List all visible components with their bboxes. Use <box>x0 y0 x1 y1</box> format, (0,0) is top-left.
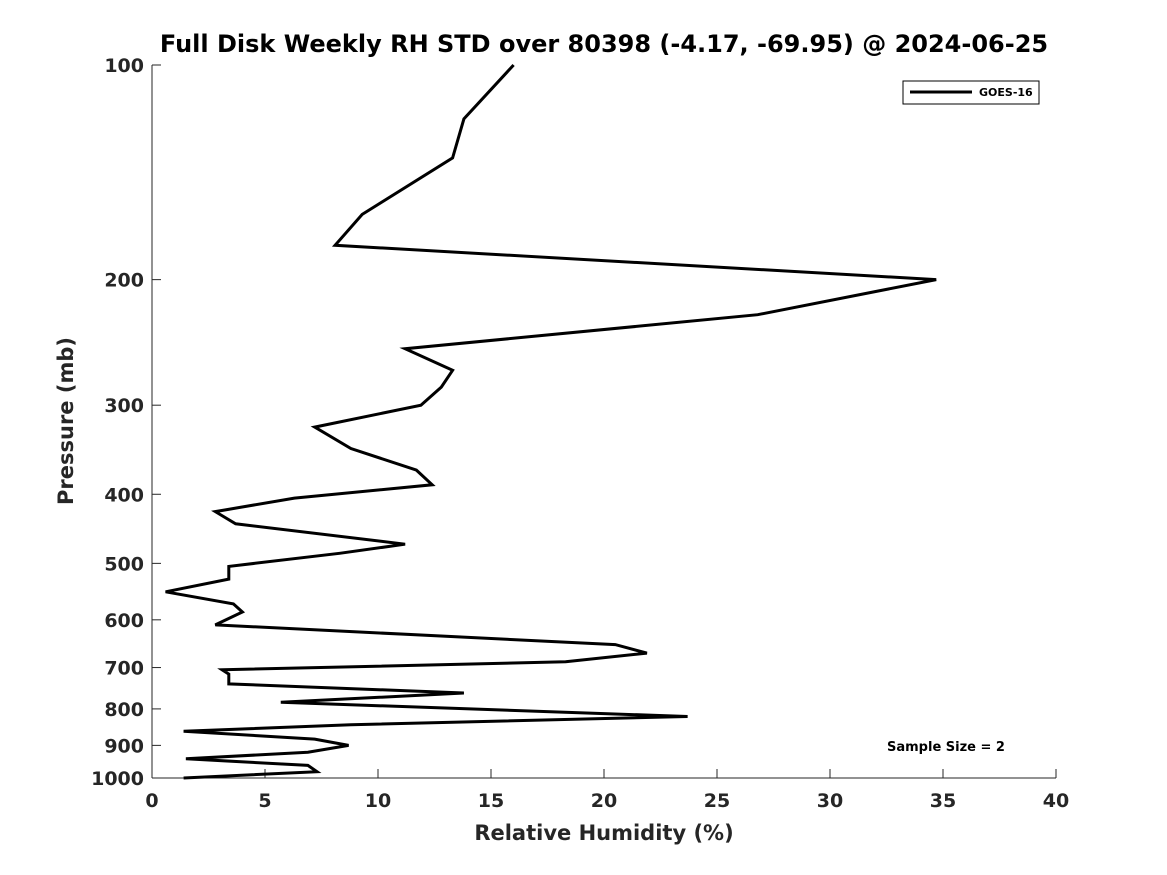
x-tick-label: 0 <box>145 790 158 812</box>
y-tick-label: 800 <box>104 699 144 721</box>
x-tick-label: 5 <box>258 790 271 812</box>
x-tick-label: 10 <box>365 790 391 812</box>
chart-title: Full Disk Weekly RH STD over 80398 (-4.1… <box>160 30 1048 58</box>
x-tick-label: 15 <box>478 790 504 812</box>
y-tick-label: 1000 <box>91 768 144 790</box>
legend: GOES-16 <box>902 80 1040 105</box>
x-tick-label: 40 <box>1043 790 1069 812</box>
y-axis-label: Pressure (mb) <box>54 337 78 505</box>
y-tick-label: 200 <box>104 270 144 292</box>
sample-size-annotation: Sample Size = 2 <box>887 740 1005 755</box>
y-tick-label: 700 <box>104 658 144 680</box>
y-tick-label: 500 <box>104 553 144 575</box>
x-tick-label: 20 <box>591 790 617 812</box>
y-tick-label: 100 <box>104 55 144 77</box>
y-tick-label: 300 <box>104 395 144 417</box>
x-axis: 0 5 10 15 20 25 30 35 40 <box>145 769 1069 812</box>
x-tick-label: 25 <box>704 790 730 812</box>
x-axis-label: Relative Humidity (%) <box>474 821 733 845</box>
x-tick-label: 30 <box>817 790 843 812</box>
series-line-goes16 <box>165 63 937 780</box>
y-tick-label: 900 <box>104 735 144 757</box>
legend-entry-goes16: GOES-16 <box>979 86 1033 99</box>
y-tick-label: 600 <box>104 610 144 632</box>
y-axis: 100 200 300 400 500 600 700 800 900 1000 <box>91 55 161 790</box>
y-tick-label: 400 <box>104 484 144 506</box>
x-tick-label: 35 <box>930 790 956 812</box>
